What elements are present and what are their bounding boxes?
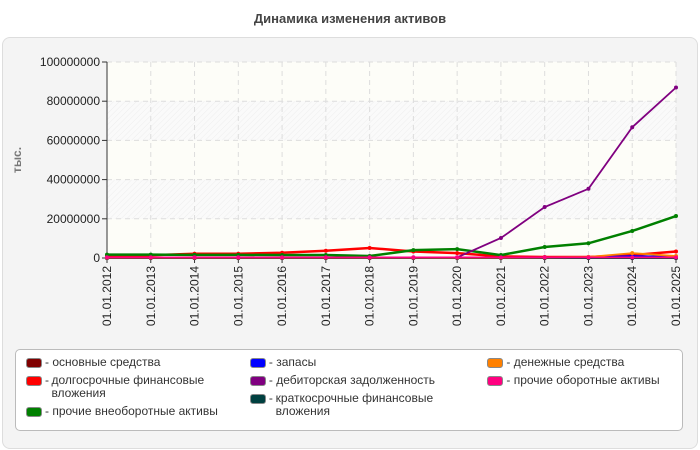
y-tick-label: 80000000 [47, 94, 101, 108]
x-tick-label: 01.01.2021 [494, 266, 508, 326]
x-tick-label: 01.01.2015 [231, 266, 245, 326]
y-tick-label: 40000000 [47, 173, 101, 187]
legend-item[interactable]: - краткосрочные финансовые вложения [249, 391, 473, 418]
plot-band [107, 179, 676, 219]
plot-band [107, 140, 676, 180]
data-point[interactable] [280, 255, 285, 260]
legend-dash: - [45, 373, 49, 400]
y-tick-label: 20000000 [47, 212, 101, 226]
data-point[interactable] [630, 228, 635, 233]
data-point[interactable] [498, 236, 503, 241]
plot-band [107, 218, 676, 258]
x-tick-label: 01.01.2014 [188, 266, 202, 326]
legend-label: краткосрочные финансовые вложения [275, 391, 434, 418]
legend-label: прочие внеоборотные активы [52, 404, 218, 418]
x-tick-label: 01.01.2018 [363, 266, 377, 326]
series-2 [105, 214, 678, 259]
data-point[interactable] [105, 252, 109, 257]
legend-swatch [249, 358, 266, 368]
x-tick-label: 01.01.2012 [100, 266, 114, 326]
legend-dash: - [45, 404, 53, 418]
data-point[interactable] [674, 255, 678, 260]
y-tick-label: 100000000 [40, 55, 100, 69]
data-point[interactable] [148, 255, 153, 260]
x-tick-label: 01.01.2025 [669, 266, 683, 326]
data-point[interactable] [498, 255, 503, 260]
data-point[interactable] [542, 255, 547, 260]
x-tick-label: 01.01.2016 [275, 266, 289, 326]
legend-swatch [487, 358, 504, 368]
data-point[interactable] [367, 246, 372, 251]
plot-band [107, 62, 676, 102]
legend-dash: - [268, 355, 277, 369]
legend-label: долгосрочные финансовые вложения [51, 373, 205, 400]
chart-title: Динамика изменения активов [253, 11, 447, 26]
data-point[interactable] [542, 245, 547, 250]
data-point[interactable] [105, 255, 109, 260]
data-point[interactable] [674, 214, 678, 219]
y-axis-label: тыс. [10, 147, 24, 173]
legend-item[interactable]: - прочие внеоборотные активы [26, 405, 236, 418]
legend-item[interactable]: - прочие оборотные активы [487, 374, 672, 387]
x-tick-label: 01.01.2020 [450, 266, 464, 326]
legend: - основные средства - долгосрочные финанс… [15, 349, 683, 431]
data-point[interactable] [236, 255, 241, 260]
data-point[interactable] [323, 255, 328, 260]
x-tick-label: 01.01.2023 [581, 266, 595, 326]
data-point[interactable] [630, 255, 635, 260]
data-point[interactable] [455, 255, 460, 260]
x-tick-label: 01.01.2024 [625, 266, 639, 326]
legend-dash: - [45, 355, 53, 369]
legend-label: прочие оборотные активы [513, 373, 660, 387]
legend-item[interactable]: - основные средства [26, 356, 236, 369]
legend-label: запасы [276, 355, 317, 369]
legend-dash: - [268, 373, 277, 387]
legend-swatch [26, 358, 42, 368]
data-point[interactable] [674, 249, 678, 254]
series-line [107, 214, 677, 258]
data-point[interactable] [323, 248, 328, 253]
x-tick-label: 01.01.2017 [319, 266, 333, 326]
legend-swatch [26, 376, 42, 386]
y-tick-label: 0 [93, 251, 100, 265]
legend-swatch [26, 407, 42, 417]
data-point[interactable] [630, 125, 635, 130]
data-point[interactable] [630, 251, 635, 256]
data-point[interactable] [411, 248, 416, 253]
data-point[interactable] [586, 186, 591, 191]
data-point[interactable] [586, 255, 591, 260]
legend-label: дебиторская задолженность [276, 373, 436, 387]
legend-label: основные средства [52, 355, 161, 369]
legend-dash: - [506, 355, 514, 369]
legend-item[interactable]: - дебиторская задолженность [249, 373, 473, 387]
legend-column: - основные средства - долгосрочные финанс… [26, 356, 236, 424]
x-tick-label: 01.01.2019 [406, 266, 420, 326]
legend-column: - запасы - дебиторская задолженность - кра… [249, 355, 473, 424]
data-point[interactable] [455, 247, 460, 252]
x-tick-label: 01.01.2013 [144, 266, 158, 326]
legend-item[interactable]: - запасы [249, 355, 473, 369]
data-point[interactable] [455, 251, 460, 256]
y-tick-label: 60000000 [47, 133, 101, 147]
data-point[interactable] [411, 255, 416, 260]
data-point[interactable] [148, 252, 153, 257]
legend-column: - денежные средства - прочие оборотные ак… [487, 356, 672, 424]
data-point[interactable] [192, 255, 197, 260]
legend-swatch [249, 376, 266, 386]
legend-dash: - [506, 373, 514, 387]
x-tick-label: 01.01.2022 [538, 266, 552, 326]
data-point[interactable] [586, 241, 591, 246]
legend-swatch [487, 376, 504, 386]
data-point[interactable] [542, 205, 547, 210]
legend-swatch [249, 394, 266, 404]
plot-band [107, 101, 676, 141]
series-7 [105, 255, 678, 260]
data-point[interactable] [674, 85, 678, 90]
legend-item[interactable]: - денежные средства [487, 356, 672, 369]
legend-item[interactable]: - долгосрочные финансовые вложения [26, 374, 236, 400]
chart-plot: 0 20000000 40000000 60000000 80000000 1000000… [10, 55, 683, 326]
legend-dash: - [268, 391, 273, 418]
legend-label: денежные средства [513, 355, 625, 369]
data-point[interactable] [367, 255, 372, 260]
